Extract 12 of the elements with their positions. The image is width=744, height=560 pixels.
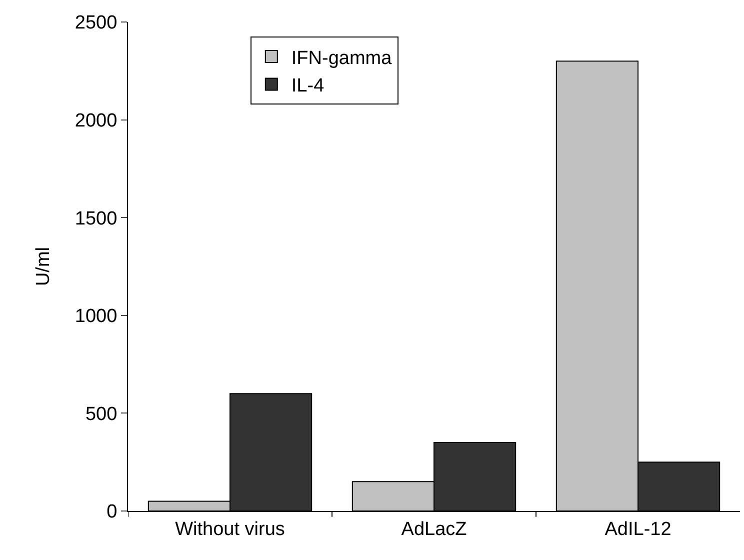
y-axis-title: U/ml [32, 246, 54, 286]
y-tick-label: 2000 [74, 110, 118, 132]
x-tick-label: AdIL-12 [604, 518, 672, 540]
x-tick-label: Without virus [175, 518, 285, 540]
y-tick-label: 500 [85, 404, 118, 425]
y-tick-label: 0 [106, 502, 118, 523]
legend-label: IFN-gamma [291, 48, 392, 69]
legend-label: IL-4 [291, 76, 325, 97]
x-tick-label: AdLacZ [401, 518, 468, 540]
y-tick-label: 1000 [74, 306, 118, 328]
y-tick-label: 1500 [74, 208, 118, 230]
y-tick-label: 2500 [74, 12, 118, 34]
